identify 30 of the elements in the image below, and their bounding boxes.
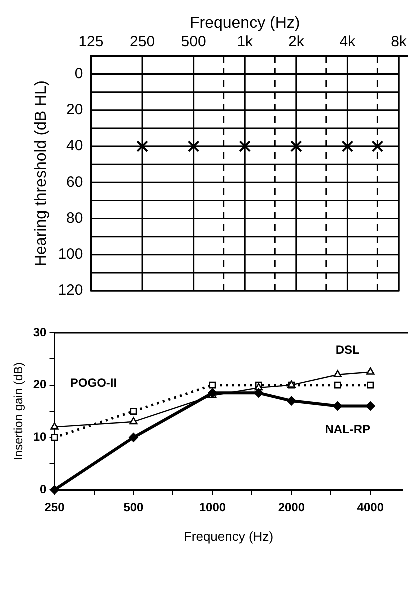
x-tick-label: 4k	[340, 33, 356, 50]
y-tick-label: 60	[66, 174, 84, 191]
x-tick-label: 4000	[357, 500, 384, 515]
x-tick-label: 250	[130, 33, 156, 50]
x-axis-title: Frequency (Hz)	[190, 15, 300, 32]
y-axis-title: Hearing threshold (dB HL)	[33, 80, 50, 267]
y-tick-label: 100	[58, 246, 84, 264]
y-tick-label: 120	[58, 282, 84, 300]
x-axis-title: Frequency (Hz)	[184, 528, 274, 544]
x-tick-label: 1000	[199, 500, 226, 515]
y-axis-title: Insertion gain (dB)	[12, 362, 26, 461]
series-label: NAL-RP	[325, 422, 371, 437]
y-tick-label: 80	[66, 210, 84, 227]
y-tick-label: 20	[66, 102, 84, 119]
x-tick-label: 125	[78, 33, 104, 50]
x-tick-label: 1k	[237, 33, 254, 50]
y-tick-label: 0	[74, 65, 84, 82]
y-tick-label: 30	[33, 325, 48, 340]
x-tick-label: 250	[44, 500, 66, 515]
y-tick-label: 20	[33, 378, 48, 392]
x-tick-label: 500	[124, 500, 144, 515]
series-label: DSL	[336, 343, 360, 358]
y-tick-label: 0	[40, 482, 48, 496]
series-label: POGO-II	[70, 376, 118, 390]
y-tick-label: 10	[33, 430, 48, 444]
x-tick-label: 2000	[278, 500, 306, 515]
x-tick-label: 500	[181, 33, 206, 50]
x-tick-label: 8k	[391, 33, 408, 50]
y-tick-label: 40	[66, 138, 84, 155]
x-tick-label: 2k	[288, 33, 305, 50]
